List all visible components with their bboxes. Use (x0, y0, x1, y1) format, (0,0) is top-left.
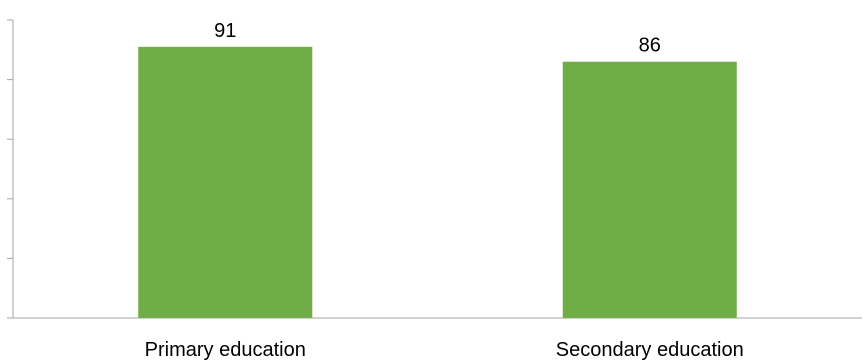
bar (138, 46, 313, 318)
chart-bars (138, 46, 737, 318)
bar (562, 61, 737, 318)
category-label: Primary education (145, 339, 306, 361)
chart-labels: 91 Primary education 86 Secondary education (145, 20, 744, 361)
category-label: Secondary education (556, 339, 744, 361)
bar-value-label: 86 (639, 35, 661, 57)
bar-value-label: 91 (214, 20, 236, 42)
